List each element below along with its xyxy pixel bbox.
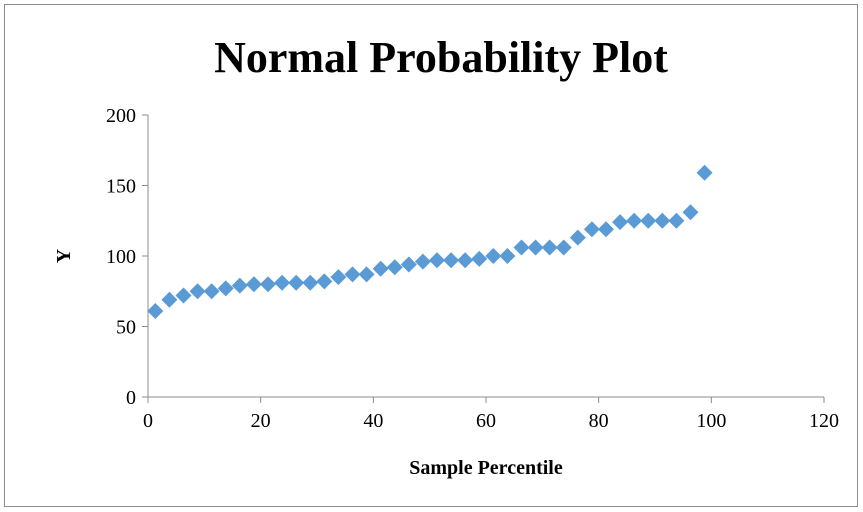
data-point — [640, 212, 657, 229]
data-point — [499, 248, 516, 264]
data-point — [583, 221, 600, 238]
chart-title: Normal Probability Plot — [214, 33, 668, 82]
data-point — [259, 276, 276, 293]
data-point — [302, 274, 319, 291]
x-tick-label: 60 — [476, 410, 496, 432]
data-point — [316, 273, 333, 290]
y-axis-label: Y — [53, 248, 75, 263]
data-point — [654, 212, 671, 229]
data-point — [682, 204, 699, 221]
y-tick-label: 50 — [116, 317, 136, 339]
data-point — [443, 252, 460, 269]
x-tick-label: 0 — [143, 410, 153, 432]
data-point — [626, 212, 643, 229]
data-point — [147, 302, 164, 319]
data-point — [513, 239, 530, 256]
data-point — [288, 274, 305, 291]
data-point — [189, 283, 206, 300]
y-tick-label: 200 — [106, 105, 136, 127]
x-tick-label: 100 — [696, 410, 726, 432]
x-tick-label: 120 — [809, 410, 839, 432]
data-point — [231, 277, 248, 294]
y-tick-label: 150 — [106, 176, 136, 198]
y-tick-label: 0 — [126, 387, 136, 409]
data-point — [245, 276, 262, 293]
data-points — [147, 164, 713, 319]
x-tick-label: 40 — [363, 410, 383, 432]
data-point — [471, 250, 488, 267]
data-point — [358, 266, 375, 283]
data-point — [541, 239, 558, 256]
data-point — [428, 252, 445, 269]
data-point — [175, 287, 192, 304]
data-point — [400, 256, 417, 273]
data-point — [555, 239, 572, 256]
y-tick-label: 100 — [106, 246, 136, 268]
data-point — [696, 164, 713, 181]
tick-labels: 0 50 100 150 200 0 20 40 60 80 100 120 — [106, 105, 839, 432]
data-point — [457, 252, 474, 269]
data-point — [217, 280, 234, 297]
data-point — [414, 253, 431, 270]
data-point — [330, 269, 347, 286]
data-point — [203, 283, 220, 300]
data-point — [161, 291, 178, 308]
data-point — [569, 229, 586, 246]
data-point — [344, 266, 361, 283]
data-point — [527, 239, 544, 256]
data-point — [668, 212, 685, 229]
x-tick-label: 80 — [589, 410, 609, 432]
data-point — [485, 248, 502, 264]
x-axis-label: Sample Percentile — [409, 457, 563, 479]
data-point — [612, 214, 629, 231]
data-point — [274, 274, 291, 291]
data-point — [597, 221, 614, 238]
axes — [142, 114, 825, 403]
x-tick-label: 20 — [251, 410, 271, 432]
data-point — [372, 260, 389, 277]
data-point — [386, 259, 403, 276]
